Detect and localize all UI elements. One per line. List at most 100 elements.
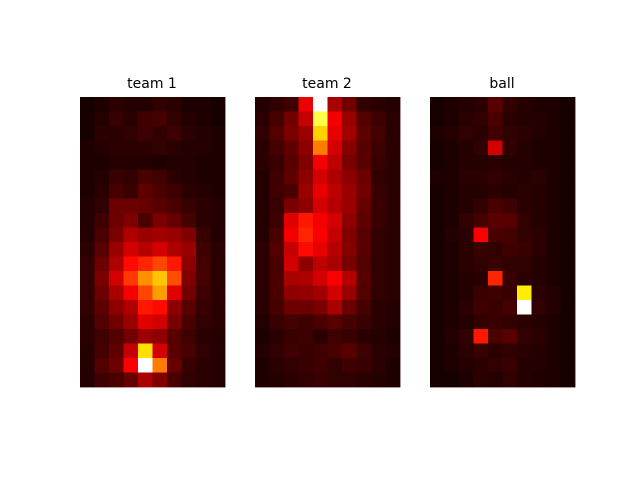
heatmap-cell xyxy=(109,169,124,185)
heatmap-cell xyxy=(488,184,503,199)
heatmap-cell xyxy=(94,285,110,301)
heatmap-cell xyxy=(356,358,372,373)
heatmap-cell xyxy=(459,126,474,141)
heatmap-cell xyxy=(138,285,153,301)
heatmap-cell xyxy=(459,97,474,112)
heatmap-cell xyxy=(313,111,328,127)
heatmap-cell xyxy=(109,300,124,315)
heatmap-cell xyxy=(342,213,357,228)
heatmap-cell xyxy=(444,285,460,301)
heatmap-cell xyxy=(342,256,357,272)
heatmap-cell xyxy=(488,285,503,301)
heatmap-cell xyxy=(181,372,197,388)
heatmap-cell xyxy=(80,126,95,141)
heatmap-cell xyxy=(546,140,561,156)
heatmap-cell xyxy=(356,285,372,301)
heatmap-cell xyxy=(327,169,343,185)
heatmap-cell xyxy=(284,256,299,272)
heatmap-cell xyxy=(444,343,460,359)
heatmap-cell xyxy=(430,126,445,141)
heatmap-cell xyxy=(531,126,547,141)
heatmap-cell xyxy=(269,111,285,127)
heatmap-cell xyxy=(196,198,211,214)
heatmap-cell xyxy=(430,155,445,170)
heatmap-cell xyxy=(444,198,460,214)
heatmap-cell xyxy=(459,329,474,344)
heatmap-cell xyxy=(167,285,182,301)
heatmap-cell xyxy=(152,285,168,301)
heatmap-cell xyxy=(327,198,343,214)
heatmap-cell xyxy=(459,227,474,243)
heatmap-cell xyxy=(473,358,489,373)
heatmap-cell xyxy=(269,314,285,330)
heatmap-cell xyxy=(152,242,168,257)
heatmap-cell xyxy=(269,169,285,185)
heatmap-cell xyxy=(488,256,503,272)
heatmap-cell xyxy=(385,227,401,243)
heatmap-cell xyxy=(255,343,270,359)
heatmap-cell xyxy=(327,242,343,257)
heatmap-cell xyxy=(80,343,95,359)
heatmap-cell xyxy=(385,256,401,272)
heatmap-cell xyxy=(459,242,474,257)
heatmap-cell xyxy=(488,300,503,315)
heatmap-cell xyxy=(430,227,445,243)
heatmap-cell xyxy=(181,97,197,112)
heatmap-cell xyxy=(313,184,328,199)
heatmap-cell xyxy=(196,97,211,112)
heatmap-cell xyxy=(371,227,386,243)
heatmap-cell xyxy=(181,358,197,373)
heatmap-cell xyxy=(342,372,357,388)
heatmap-panel-ball: ball xyxy=(430,76,576,388)
heatmap-cell xyxy=(284,314,299,330)
heatmap-cell xyxy=(94,97,110,112)
heatmap-cell xyxy=(560,343,576,359)
heatmap-cell xyxy=(109,372,124,388)
heatmap-cell xyxy=(327,227,343,243)
heatmap-cell xyxy=(488,169,503,185)
heatmap-cell xyxy=(152,227,168,243)
heatmap-cell xyxy=(123,242,139,257)
heatmap-cell xyxy=(298,111,314,127)
heatmap-cell xyxy=(196,314,211,330)
heatmap-cell xyxy=(255,271,270,286)
heatmap-cell xyxy=(444,184,460,199)
heatmap-cell xyxy=(342,271,357,286)
heatmap-cell xyxy=(123,126,139,141)
heatmap-cell xyxy=(430,256,445,272)
heatmap-cell xyxy=(517,300,532,315)
heatmap-cell xyxy=(473,256,489,272)
heatmap-cell xyxy=(371,314,386,330)
heatmap-cell xyxy=(459,213,474,228)
heatmap-cell xyxy=(385,126,401,141)
heatmap-cell xyxy=(298,227,314,243)
heatmap-cell xyxy=(473,111,489,127)
heatmap-cell xyxy=(123,314,139,330)
heatmap-cell xyxy=(255,140,270,156)
heatmap-cell xyxy=(138,198,153,214)
heatmap-cell xyxy=(196,213,211,228)
heatmap-cell xyxy=(255,184,270,199)
heatmap-cell xyxy=(210,111,226,127)
heatmap-cell xyxy=(517,213,532,228)
heatmap-cell xyxy=(80,155,95,170)
heatmap-cell xyxy=(444,140,460,156)
heatmap-cell xyxy=(284,97,299,112)
heatmap-cell xyxy=(181,271,197,286)
heatmap-cell xyxy=(488,140,503,156)
heatmap-cell xyxy=(356,155,372,170)
heatmap-cell xyxy=(517,155,532,170)
heatmap-cell xyxy=(371,271,386,286)
heatmap-cell xyxy=(109,242,124,257)
heatmap-cell xyxy=(152,169,168,185)
heatmap-cell xyxy=(181,126,197,141)
panel-title-team-2: team 2 xyxy=(302,76,352,92)
heatmap-cell xyxy=(371,242,386,257)
heatmap-cell xyxy=(152,300,168,315)
heatmap-cell xyxy=(181,184,197,199)
heatmap-cell xyxy=(459,372,474,388)
heatmap-cell xyxy=(459,198,474,214)
heatmap-cell xyxy=(342,227,357,243)
heatmap-cell xyxy=(109,285,124,301)
heatmap-cell xyxy=(473,184,489,199)
